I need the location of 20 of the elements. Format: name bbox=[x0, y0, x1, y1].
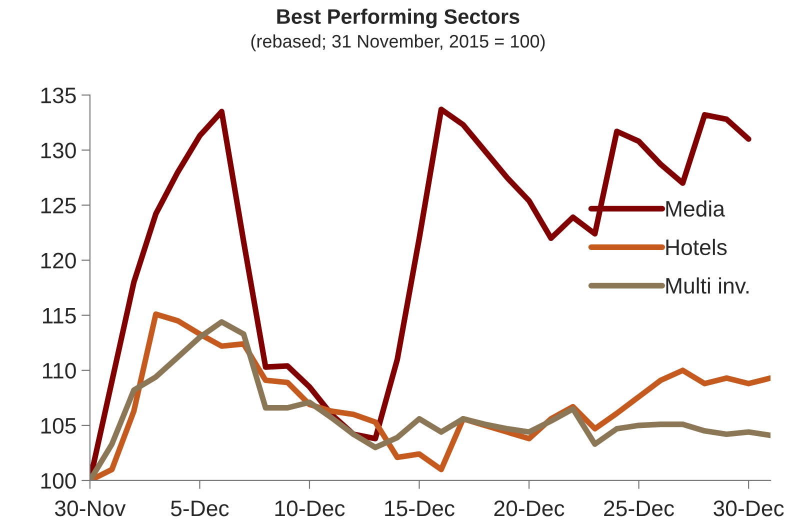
y-tick-label: 135 bbox=[41, 88, 76, 104]
x-tick-label: 15-Dec bbox=[385, 500, 454, 516]
y-tick-label: 130 bbox=[41, 142, 76, 158]
x-tick-label: 30-Nov bbox=[54, 500, 126, 516]
legend-label: Multi inv. bbox=[666, 277, 749, 294]
x-tick-label: 30-Dec bbox=[714, 500, 784, 516]
x-tick-label: 5-Dec bbox=[170, 500, 229, 516]
y-tick-label: 115 bbox=[43, 308, 76, 324]
chart-title: Best Performing Sectors bbox=[277, 8, 520, 28]
y-tick-label: 105 bbox=[41, 418, 76, 434]
y-tick-label: 125 bbox=[41, 198, 76, 214]
y-tick-label: 100 bbox=[41, 473, 76, 489]
chart-subtitle: (rebased; 31 November, 2015 = 100) bbox=[251, 34, 545, 52]
x-tick-label: 10-Dec bbox=[275, 500, 345, 516]
x-tick-label: 20-Dec bbox=[494, 500, 564, 516]
legend-label: Hotels bbox=[666, 238, 727, 256]
y-tick-label: 110 bbox=[43, 362, 76, 379]
x-tick-label: 25-Dec bbox=[604, 500, 674, 516]
legend-label: Media bbox=[666, 200, 726, 217]
y-tick-label: 120 bbox=[41, 252, 76, 268]
